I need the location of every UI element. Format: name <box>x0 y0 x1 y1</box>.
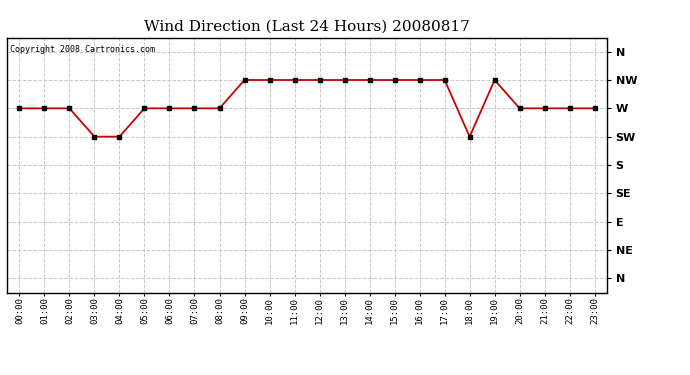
Text: Copyright 2008 Cartronics.com: Copyright 2008 Cartronics.com <box>10 45 155 54</box>
Title: Wind Direction (Last 24 Hours) 20080817: Wind Direction (Last 24 Hours) 20080817 <box>144 20 470 33</box>
